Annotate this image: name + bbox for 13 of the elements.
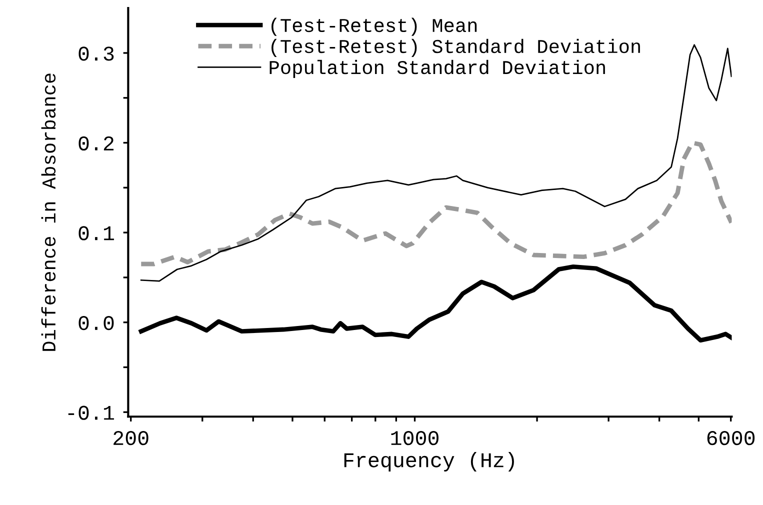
y-tick-label: 0.1 — [78, 226, 114, 240]
y-tick-label: 0.3 — [78, 46, 114, 61]
y-tick-label: 0.2 — [78, 136, 114, 151]
x-tick-label: 1000 — [391, 430, 438, 446]
legend-label: Population Standard Deviation — [270, 60, 605, 78]
legend-label: (Test-Retest) Standard Deviation — [272, 38, 640, 57]
y-axis-title: Difference in Absorbance — [41, 74, 56, 351]
x-tick-label: 200 — [114, 430, 148, 446]
x-tick-label: 6000 — [707, 430, 755, 446]
y-tick-label: -0.1 — [68, 406, 114, 420]
y-tick-label: 0.0 — [78, 316, 114, 330]
legend-label: (Test-Retest) Mean — [272, 18, 477, 36]
x-axis-title: Frequency (Hz) — [344, 452, 514, 472]
